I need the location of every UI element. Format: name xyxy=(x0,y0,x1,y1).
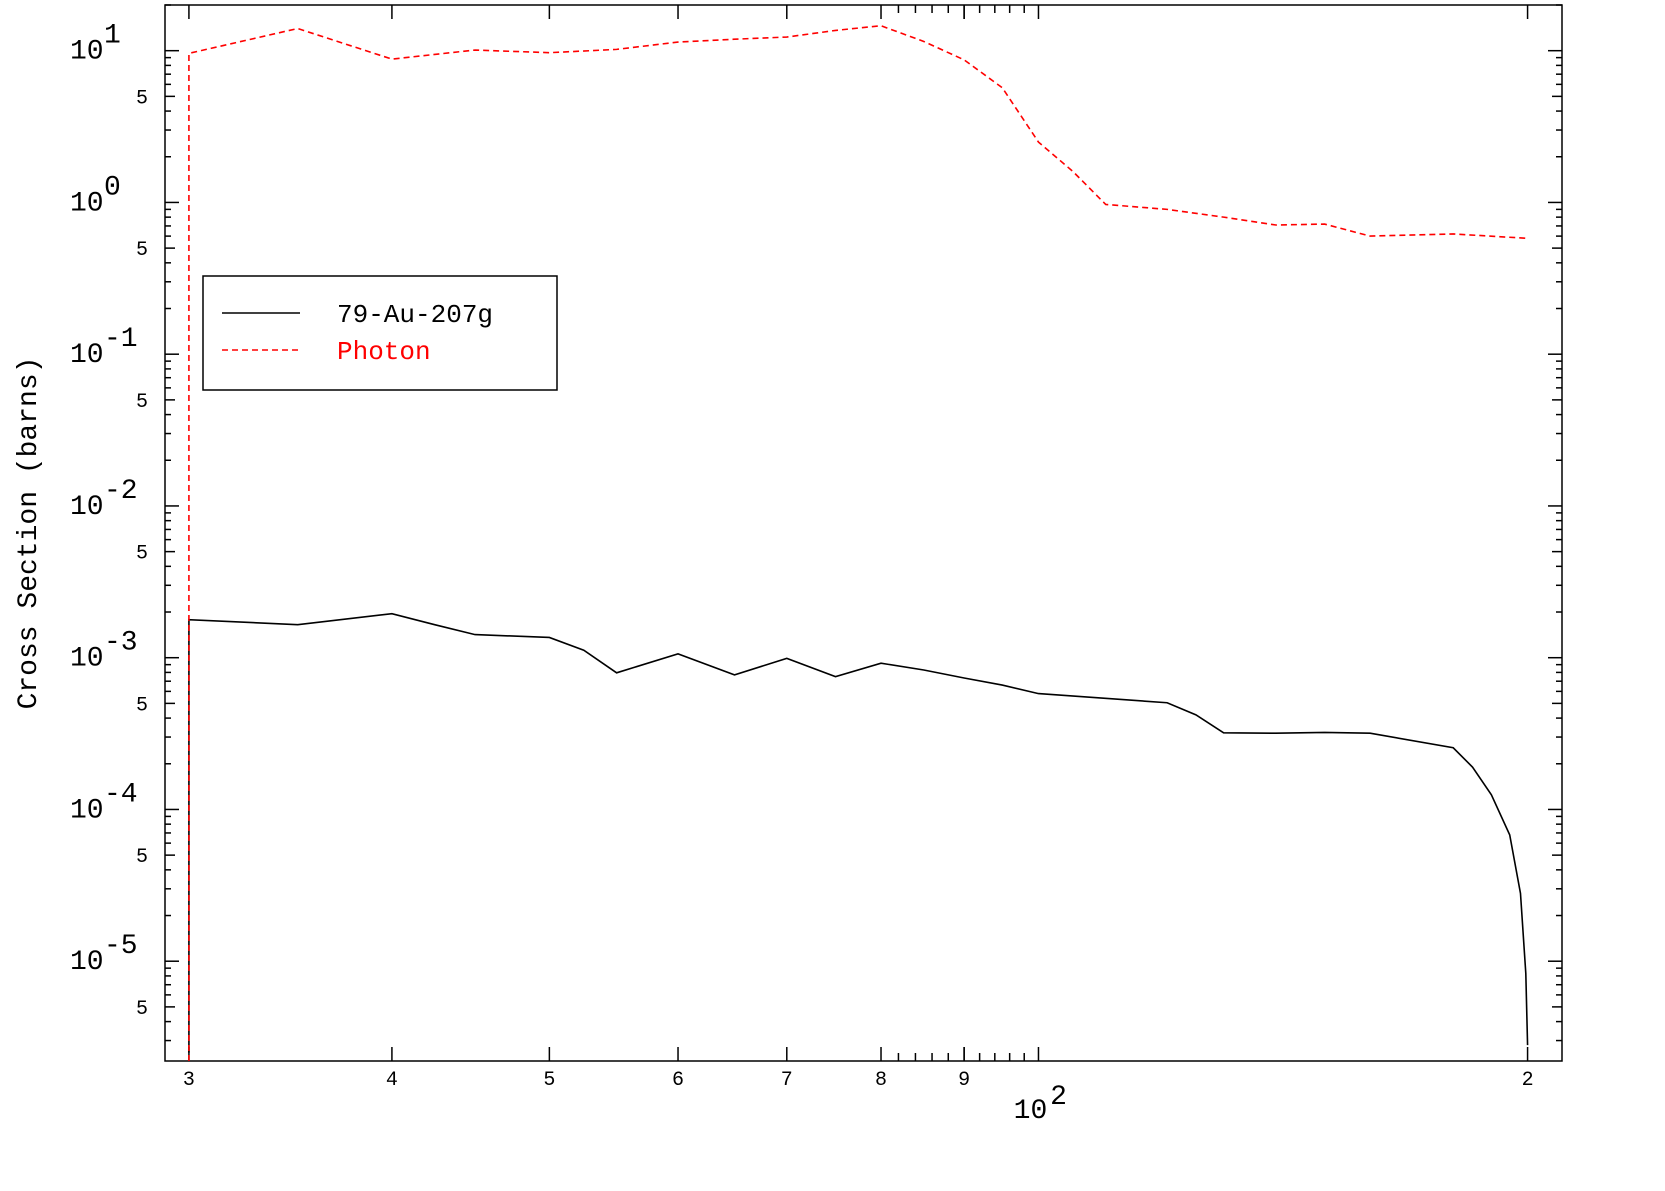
x-decade-exponent: 2 xyxy=(1050,1082,1067,1113)
x-tick-label-70: 7 xyxy=(781,1069,793,1092)
x-tick-label-90: 9 xyxy=(958,1069,970,1092)
legend: 79-Au-207g Photon xyxy=(202,275,558,391)
y-axis-label: Cross Section (barns) xyxy=(14,357,45,710)
x-tick-label-40: 4 xyxy=(386,1069,398,1092)
y-five-label: 5 xyxy=(136,87,148,110)
y-decade-label--3: 10 xyxy=(70,644,104,675)
y-decade-exponent--1: -1 xyxy=(104,324,138,355)
x-tick-label-200: 2 xyxy=(1522,1069,1534,1092)
x-tick-label-50: 5 xyxy=(543,1069,555,1092)
y-decade-exponent-1: 1 xyxy=(104,21,121,52)
y-decade-label--4: 10 xyxy=(70,795,104,826)
legend-label-photon: Photon xyxy=(337,337,431,367)
series-line-au207g xyxy=(188,612,1529,1053)
y-decade-label--5: 10 xyxy=(70,947,104,978)
series-layer xyxy=(188,24,1529,1061)
x-tick-label-60: 6 xyxy=(672,1069,684,1092)
y-decade-label-1: 10 xyxy=(70,37,104,68)
y-decade-exponent--5: -5 xyxy=(104,931,138,962)
y-decade-label--1: 10 xyxy=(70,340,104,371)
x-tick-label-30: 3 xyxy=(183,1069,195,1092)
y-decade-label-0: 10 xyxy=(70,188,104,219)
y-decade-exponent--4: -4 xyxy=(104,779,138,810)
y-decade-exponent-0: 0 xyxy=(104,172,121,203)
axis-ticks xyxy=(165,4,1562,1061)
plot-frame xyxy=(164,4,1563,1062)
legend-box xyxy=(202,275,558,391)
legend-label-au207g: 79-Au-207g xyxy=(337,300,493,330)
y-five-label: 5 xyxy=(136,239,148,262)
y-decade-exponent--3: -3 xyxy=(104,628,138,659)
y-five-label: 5 xyxy=(136,998,148,1021)
y-five-label: 5 xyxy=(136,846,148,869)
y-decade-exponent--2: -2 xyxy=(104,476,138,507)
axis-tick-labels: 3 4 5 6 7 8 9 210 210110010-110-210-310-410-5555… xyxy=(70,21,1534,1127)
y-five-label: 5 xyxy=(136,694,148,717)
x-tick-label-80: 8 xyxy=(875,1069,887,1092)
series-line-photon xyxy=(188,24,1528,1061)
y-decade-label--2: 10 xyxy=(70,492,104,523)
y-five-label: 5 xyxy=(136,543,148,566)
y-five-label: 5 xyxy=(136,391,148,414)
x-decade-label: 10 xyxy=(1014,1096,1048,1127)
